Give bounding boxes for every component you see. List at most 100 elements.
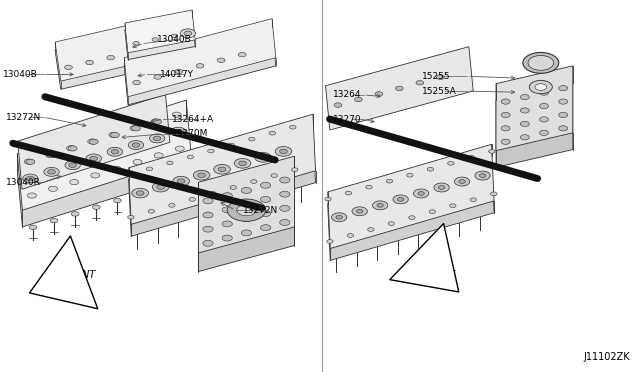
Circle shape	[239, 52, 246, 57]
Circle shape	[135, 192, 143, 196]
Circle shape	[450, 204, 456, 208]
Circle shape	[207, 149, 214, 153]
Circle shape	[248, 137, 255, 141]
Circle shape	[271, 174, 278, 177]
Circle shape	[520, 94, 529, 100]
Circle shape	[234, 158, 251, 168]
Circle shape	[409, 216, 415, 219]
Circle shape	[251, 180, 257, 183]
Circle shape	[540, 130, 548, 135]
Circle shape	[51, 218, 58, 223]
Circle shape	[114, 198, 122, 203]
Circle shape	[132, 188, 148, 198]
Circle shape	[180, 29, 196, 38]
Circle shape	[416, 80, 424, 85]
Circle shape	[241, 187, 252, 193]
Polygon shape	[124, 19, 276, 97]
Circle shape	[169, 203, 175, 207]
Polygon shape	[129, 126, 316, 236]
Circle shape	[184, 31, 192, 36]
Circle shape	[348, 234, 354, 237]
Polygon shape	[17, 117, 191, 227]
Circle shape	[559, 112, 568, 118]
Circle shape	[24, 159, 33, 164]
Circle shape	[65, 65, 72, 70]
Circle shape	[292, 168, 298, 171]
Circle shape	[193, 170, 210, 180]
Circle shape	[136, 191, 144, 195]
Circle shape	[132, 143, 140, 147]
Polygon shape	[55, 25, 135, 81]
Polygon shape	[55, 33, 135, 89]
Circle shape	[68, 146, 77, 151]
Circle shape	[112, 166, 121, 171]
Circle shape	[523, 52, 559, 73]
Circle shape	[280, 219, 290, 225]
Circle shape	[393, 195, 408, 204]
Circle shape	[352, 207, 367, 216]
Circle shape	[177, 178, 185, 183]
Circle shape	[198, 173, 205, 177]
Polygon shape	[125, 17, 195, 60]
Circle shape	[93, 205, 100, 209]
Circle shape	[368, 228, 374, 231]
Circle shape	[259, 155, 267, 160]
Circle shape	[69, 163, 77, 167]
Circle shape	[501, 112, 510, 118]
Circle shape	[407, 173, 413, 177]
Text: 14017Y: 14017Y	[160, 70, 194, 79]
Circle shape	[327, 240, 333, 243]
Text: 13040R: 13040R	[6, 178, 41, 187]
Circle shape	[28, 193, 36, 198]
Circle shape	[27, 176, 34, 181]
Circle shape	[520, 121, 529, 126]
Circle shape	[356, 209, 363, 213]
Circle shape	[48, 170, 56, 174]
Circle shape	[44, 167, 60, 176]
Circle shape	[528, 55, 554, 70]
Text: 13040B: 13040B	[157, 35, 191, 44]
Circle shape	[153, 119, 162, 124]
Circle shape	[150, 134, 165, 143]
Circle shape	[468, 155, 475, 159]
Circle shape	[366, 185, 372, 189]
Circle shape	[436, 75, 444, 80]
Polygon shape	[496, 83, 573, 167]
Circle shape	[152, 38, 159, 42]
Circle shape	[479, 174, 486, 177]
Circle shape	[111, 132, 120, 138]
Text: 15255: 15255	[422, 72, 451, 81]
Circle shape	[65, 161, 81, 170]
Circle shape	[173, 176, 189, 186]
Circle shape	[107, 55, 115, 60]
Circle shape	[108, 147, 123, 156]
Circle shape	[428, 167, 434, 171]
Circle shape	[520, 135, 529, 140]
Circle shape	[227, 199, 266, 221]
Circle shape	[260, 182, 271, 188]
Circle shape	[23, 174, 38, 183]
Circle shape	[289, 125, 296, 129]
Circle shape	[49, 186, 58, 192]
Circle shape	[280, 149, 287, 154]
Circle shape	[336, 215, 342, 219]
Circle shape	[388, 222, 394, 225]
Circle shape	[269, 131, 275, 135]
Circle shape	[152, 182, 169, 192]
Text: 13264: 13264	[333, 90, 362, 99]
Circle shape	[241, 216, 252, 222]
Text: 13270M: 13270M	[172, 129, 208, 138]
Circle shape	[535, 84, 547, 90]
Circle shape	[237, 205, 256, 216]
Circle shape	[280, 205, 290, 211]
Circle shape	[501, 126, 510, 131]
Circle shape	[132, 126, 141, 131]
Circle shape	[387, 179, 393, 183]
Circle shape	[154, 153, 163, 158]
Circle shape	[372, 201, 388, 210]
Circle shape	[218, 167, 226, 171]
Circle shape	[491, 192, 497, 196]
Circle shape	[174, 129, 182, 134]
Circle shape	[172, 34, 178, 38]
Circle shape	[130, 125, 139, 131]
